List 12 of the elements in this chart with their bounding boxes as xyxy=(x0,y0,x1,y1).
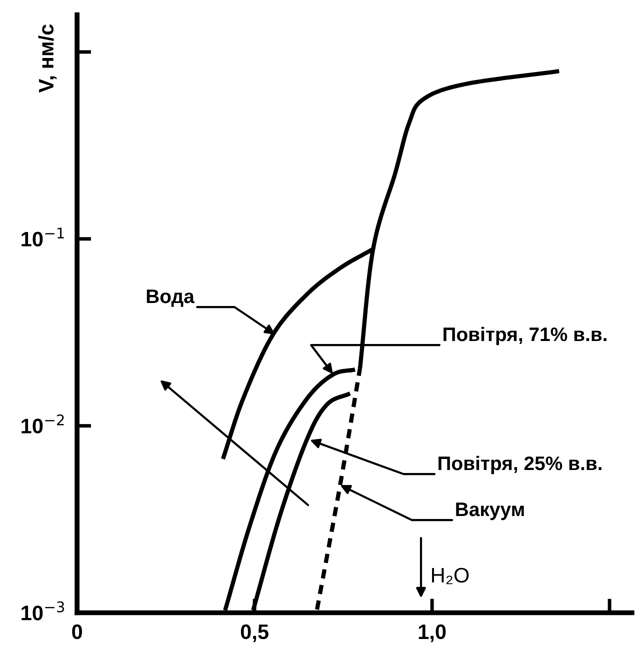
x-tick-label: 0 xyxy=(72,624,82,640)
annotation: H₂O xyxy=(432,568,469,584)
y-tick-label: 10$^{−1}$ xyxy=(22,228,64,247)
y-axis-title: V, нм/с xyxy=(38,24,57,93)
annotation: Повітря, 71% в.в. xyxy=(444,326,606,346)
x-tick-label: 0,5 xyxy=(240,624,268,642)
annotation: Вакуум xyxy=(456,502,524,520)
annotation: Вода xyxy=(146,290,195,307)
y-tick-label: 10$^{−3}$ xyxy=(22,601,64,620)
annotation: Повітря, 25% в.в. xyxy=(438,456,602,474)
x-tick-label: 1,0 xyxy=(418,624,446,642)
y-tick-label: 10$^{−2}$ xyxy=(22,414,64,434)
